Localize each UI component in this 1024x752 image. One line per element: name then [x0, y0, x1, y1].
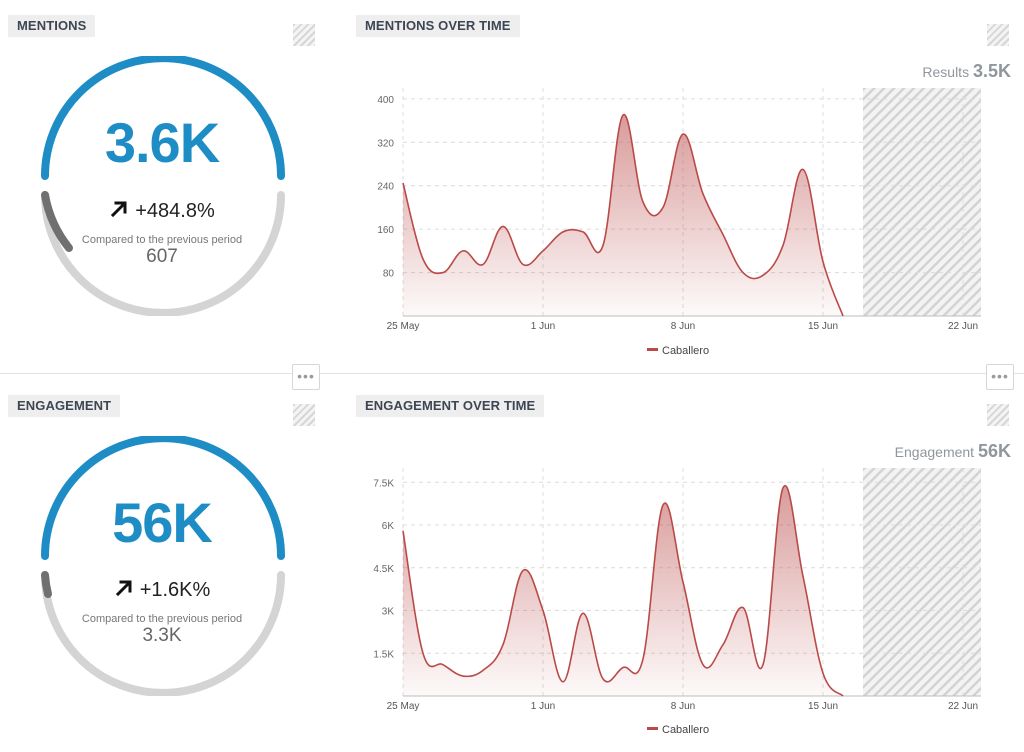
x-tick-label: 25 May	[387, 701, 420, 712]
mentions-value: 3.6K	[104, 111, 220, 174]
mentions-total-label: Results	[922, 64, 970, 80]
y-tick-label: 6K	[382, 521, 395, 532]
mentions-legend: Caballero	[647, 345, 709, 357]
engagement-title: ENGAGEMENT	[8, 395, 121, 417]
x-tick-label: 22 Jun	[948, 321, 978, 332]
arrow-up-right-icon	[111, 201, 127, 218]
y-tick-label: 240	[377, 182, 394, 193]
engagement-change-value: +1.6K%	[139, 579, 211, 601]
more-options-button-left[interactable]: •••	[292, 364, 320, 390]
engagement-total-label: Engagement	[894, 444, 975, 460]
no-data-region	[863, 88, 981, 316]
mentions-total: Results 3.5K	[922, 61, 1011, 82]
mentions-change: +484.8%	[40, 199, 284, 223]
y-tick-label: 7.5K	[373, 478, 394, 489]
mentions-over-time-placeholder-icon	[987, 24, 1009, 46]
x-tick-label: 15 Jun	[808, 701, 838, 712]
x-tick-label: 25 May	[387, 321, 420, 332]
mentions-widget-placeholder-icon	[293, 24, 315, 46]
x-tick-label: 15 Jun	[808, 321, 838, 332]
x-tick-label: 8 Jun	[671, 701, 695, 712]
engagement-over-time-placeholder-icon	[987, 404, 1009, 426]
engagement-legend-label: Caballero	[662, 724, 710, 736]
series-area-caballero	[403, 485, 843, 696]
engagement-legend: Caballero	[647, 724, 709, 736]
series-line-caballero	[402, 114, 844, 317]
no-data-region	[863, 468, 981, 696]
engagement-widget-placeholder-icon	[293, 404, 315, 426]
series-line-caballero	[402, 484, 844, 697]
mentions-title: MENTIONS	[8, 15, 96, 37]
legend-swatch	[647, 727, 658, 730]
engagement-value: 56K	[112, 491, 213, 554]
engagement-total-value: 56K	[977, 441, 1011, 461]
mentions-gauge	[41, 56, 285, 316]
mentions-legend-label: Caballero	[662, 345, 710, 357]
y-tick-label: 4.5K	[373, 564, 394, 575]
engagement-over-time-chart: 1.5K 3K 4.5K 6K 7.5K 25 May 1 Jun 8 Jun 15 Jun 22…	[373, 468, 981, 712]
y-tick-label: 320	[377, 138, 394, 149]
engagement-gauge	[41, 436, 285, 696]
engagement-compared-label: Compared to the previous period	[81, 613, 243, 625]
legend-swatch	[647, 348, 658, 351]
y-tick-label: 80	[383, 269, 395, 280]
mentions-previous-value: 607	[146, 246, 178, 267]
engagement-total: Engagement 56K	[895, 441, 1011, 462]
row-divider	[0, 373, 1024, 374]
engagement-over-time-title: ENGAGEMENT OVER TIME	[356, 395, 545, 417]
x-tick-label: 1 Jun	[531, 321, 555, 332]
x-tick-label: 1 Jun	[531, 701, 555, 712]
x-tick-label: 8 Jun	[671, 321, 695, 332]
engagement-previous-value: 3.3K	[142, 625, 182, 646]
y-tick-label: 400	[377, 95, 394, 106]
y-tick-label: 1.5K	[373, 649, 394, 660]
y-tick-label: 3K	[382, 607, 395, 618]
more-options-button-right[interactable]: •••	[986, 364, 1014, 390]
arrow-up-right-icon	[115, 580, 132, 597]
mentions-change-value: +484.8%	[135, 200, 215, 222]
x-tick-label: 22 Jun	[948, 701, 978, 712]
series-area-caballero	[403, 114, 843, 316]
engagement-change: +1.6K%	[40, 578, 284, 602]
mentions-compared-label: Compared to the previous period	[81, 234, 243, 246]
y-tick-label: 160	[377, 225, 394, 236]
mentions-over-time-chart: 80 160 240 320 400 25 May 1 Jun 8 Jun 15 Jun 22 J…	[377, 88, 981, 332]
mentions-over-time-title: MENTIONS OVER TIME	[356, 15, 520, 37]
mentions-total-value: 3.5K	[972, 61, 1011, 81]
